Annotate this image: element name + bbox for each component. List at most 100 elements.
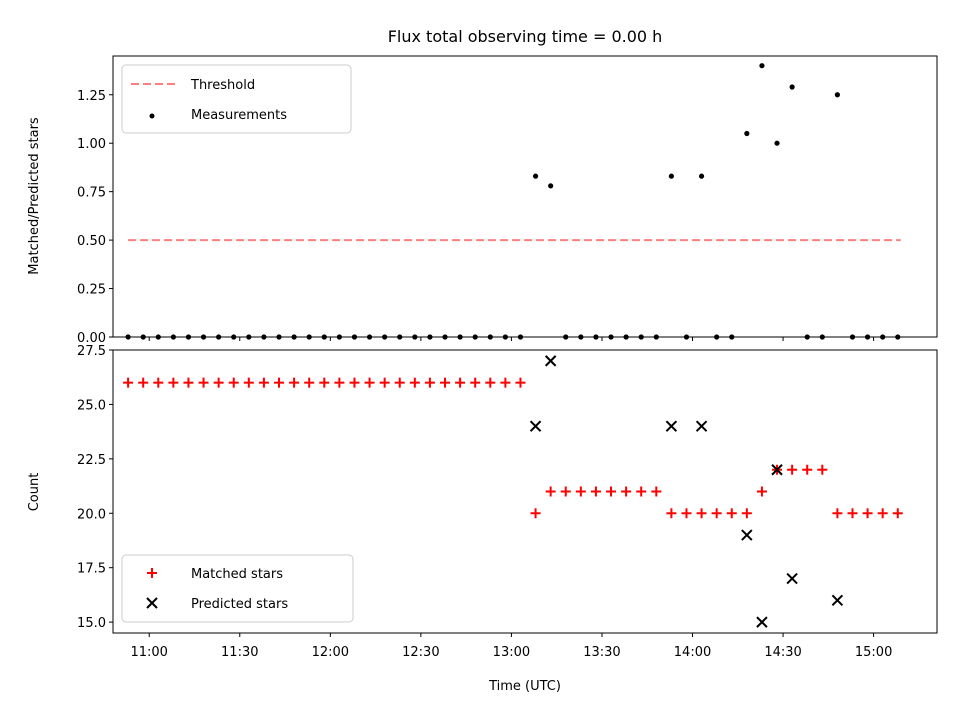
- matched-star-point: [123, 377, 134, 388]
- measurement-point: [774, 140, 780, 146]
- matched-star-point: [636, 486, 647, 497]
- xtick-label: 11:00: [130, 645, 167, 660]
- matched-star-point: [198, 377, 209, 388]
- matched-star-point: [485, 377, 496, 388]
- predicted-star-point: [756, 616, 768, 628]
- measurement-point: [321, 334, 327, 340]
- matched-star-point: [802, 464, 813, 475]
- matched-star-point: [696, 508, 707, 519]
- matched-star-point: [424, 377, 435, 388]
- bottom-ytick-label: 17.5: [77, 562, 106, 577]
- measurement-point: [336, 334, 342, 340]
- legend-predicted-swatch: [146, 597, 158, 609]
- measurement-point: [789, 84, 795, 90]
- bottom-ytick-label: 27.5: [77, 344, 106, 359]
- matched-star-point: [289, 377, 300, 388]
- matched-star-point: [862, 508, 873, 519]
- measurement-point: [502, 334, 508, 340]
- bottom-ytick-label: 22.5: [77, 453, 106, 468]
- measurement-point: [427, 334, 433, 340]
- measurement-point: [593, 334, 599, 340]
- top-y-axis-label: Matched/Predicted stars: [27, 117, 42, 275]
- matched-star-point: [183, 377, 194, 388]
- bottom-legend-box: [121, 554, 354, 623]
- bottom-ytick-label: 25.0: [77, 398, 106, 413]
- measurement-point: [548, 183, 554, 189]
- matched-star-point: [379, 377, 390, 388]
- xtick-label: 12:30: [402, 645, 439, 660]
- matched-star-point: [877, 508, 888, 519]
- top-legend: Threshold Measurements: [121, 64, 352, 134]
- matched-star-point: [440, 377, 451, 388]
- measurement-point: [472, 334, 478, 340]
- matched-star-point: [334, 377, 345, 388]
- measurement-point: [729, 334, 735, 340]
- top-ytick-label: 1.25: [77, 89, 106, 104]
- matched-star-point: [726, 508, 737, 519]
- measurement-point: [306, 334, 312, 340]
- legend-threshold-label: Threshold: [190, 78, 255, 93]
- measurement-point: [457, 334, 463, 340]
- legend-measurements-label: Measurements: [191, 108, 287, 123]
- xtick-label: 14:00: [674, 645, 711, 660]
- matched-star-point: [545, 486, 556, 497]
- matched-star-point: [787, 464, 798, 475]
- measurement-point: [276, 334, 282, 340]
- matched-star-point: [590, 486, 601, 497]
- matched-star-point: [153, 377, 164, 388]
- bottom-ytick-label: 20.0: [77, 507, 106, 522]
- bottom-plot-panel: 15.0 17.5 20.0 22.5 25.0 27.5 11:00 11:30 12:00…: [27, 344, 938, 694]
- xtick-label: 11:30: [221, 645, 258, 660]
- matched-star-point: [470, 377, 481, 388]
- bottom-ytick-label: 15.0: [77, 616, 106, 631]
- measurement-point: [623, 334, 629, 340]
- matched-star-point: [228, 377, 239, 388]
- matched-star-point: [575, 486, 586, 497]
- measurement-point: [638, 334, 644, 340]
- measurement-point: [382, 334, 388, 340]
- matched-star-point: [847, 508, 858, 519]
- matched-star-point: [741, 508, 752, 519]
- measurement-point: [608, 334, 614, 340]
- xtick-label: 12:00: [312, 645, 349, 660]
- measurement-point: [216, 334, 222, 340]
- matched-star-point: [258, 377, 269, 388]
- legend-matched-swatch: [147, 568, 157, 578]
- measurement-point: [578, 334, 584, 340]
- xtick-label: 14:30: [764, 645, 801, 660]
- measurement-point: [653, 334, 659, 340]
- matched-star-point: [606, 486, 617, 497]
- matched-star-point: [666, 508, 677, 519]
- matched-star-point: [304, 377, 315, 388]
- measurement-point: [412, 334, 418, 340]
- matched-star-point: [621, 486, 632, 497]
- matched-star-point: [817, 464, 828, 475]
- matched-star-point: [681, 508, 692, 519]
- matched-star-point: [349, 377, 360, 388]
- measurement-point: [698, 173, 705, 179]
- measurement-point: [683, 334, 690, 340]
- predicted-star-point: [771, 464, 783, 476]
- measurement-points: [125, 63, 901, 340]
- measurement-point: [291, 334, 297, 340]
- measurement-point: [366, 334, 373, 340]
- matched-star-point: [756, 486, 767, 497]
- top-ytick-label: 0.50: [77, 234, 106, 249]
- xtick-label: 13:00: [493, 645, 530, 660]
- measurement-point: [351, 334, 358, 340]
- predicted-star-point: [831, 594, 844, 607]
- top-legend-box: [121, 64, 352, 134]
- matched-star-point: [274, 377, 285, 388]
- measurement-point: [834, 92, 840, 98]
- matched-star-point: [515, 377, 526, 388]
- measurement-point: [246, 334, 252, 340]
- measurement-point: [231, 334, 237, 340]
- legend-matched-label: Matched stars: [191, 567, 283, 582]
- measurement-point: [200, 334, 207, 340]
- measurement-point: [864, 334, 871, 340]
- bottom-y-axis: 15.0 17.5 20.0 22.5 25.0 27.5: [77, 344, 113, 631]
- measurement-point: [397, 334, 403, 340]
- matched-star-point: [651, 486, 662, 497]
- xtick-label: 15:00: [855, 645, 892, 660]
- measurement-point: [819, 334, 825, 340]
